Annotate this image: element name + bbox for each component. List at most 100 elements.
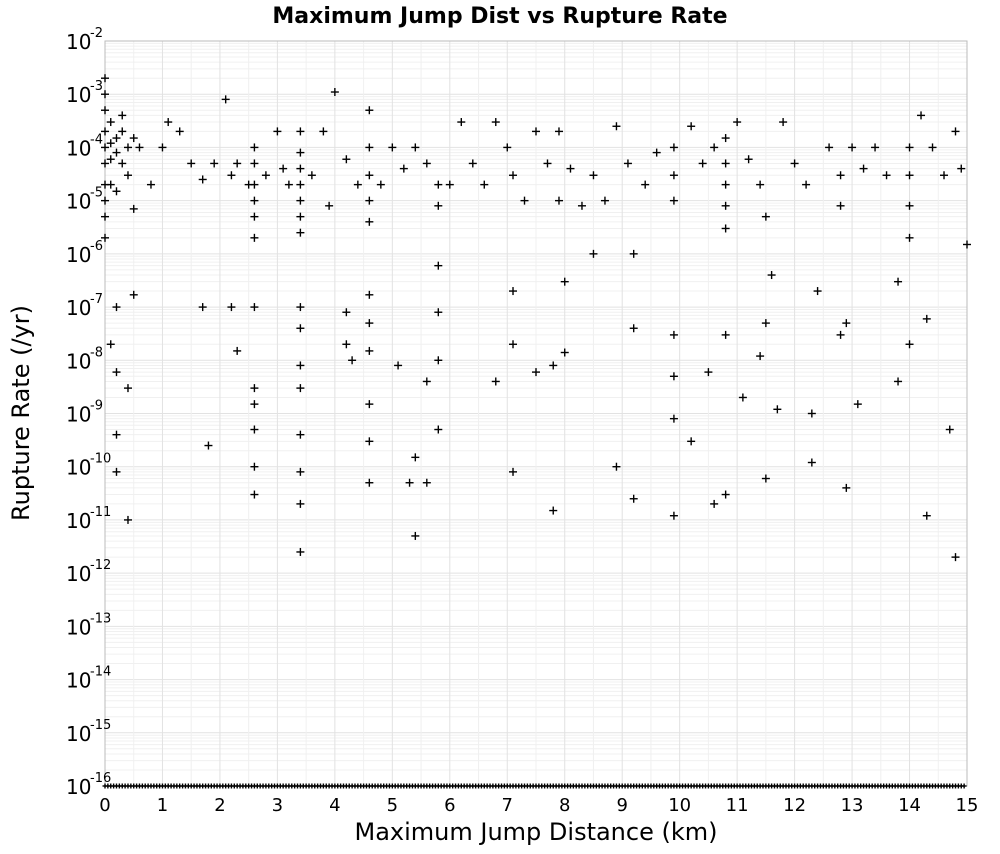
x-tick-label: 4: [329, 795, 340, 816]
y-tick-base: 10: [66, 775, 91, 799]
data-point: [342, 340, 351, 349]
data-point: [123, 515, 132, 524]
data-point: [296, 384, 305, 393]
data-point: [434, 308, 443, 317]
data-point: [721, 180, 730, 189]
y-axis-label: Rupture Rate (/yr): [7, 305, 35, 521]
data-point: [273, 127, 282, 136]
data-point: [422, 377, 431, 386]
y-tick-base: 10: [66, 722, 91, 746]
y-tick-exponent: -2: [90, 26, 103, 41]
data-point: [928, 143, 937, 152]
data-point: [175, 127, 184, 136]
data-point: [123, 384, 132, 393]
data-point: [761, 212, 770, 221]
data-point: [669, 414, 678, 423]
data-point: [325, 201, 334, 210]
data-point: [842, 483, 851, 492]
data-point: [945, 425, 954, 434]
data-point: [250, 159, 259, 168]
data-point: [641, 180, 650, 189]
data-point: [365, 346, 374, 355]
y-tick-base: 10: [66, 456, 91, 480]
data-point: [957, 164, 966, 173]
x-tick-label: 14: [898, 795, 921, 816]
data-point: [629, 324, 638, 333]
data-point: [365, 437, 374, 446]
data-point: [261, 171, 270, 180]
data-point: [233, 346, 242, 355]
y-tick-exponent: -3: [90, 79, 103, 94]
chart-title: Maximum Jump Dist vs Rupture Rate: [272, 4, 727, 29]
data-point: [112, 148, 121, 157]
y-tick-exponent: -14: [90, 665, 111, 680]
data-point: [589, 171, 598, 180]
data-point: [411, 531, 420, 540]
y-tick-base: 10: [66, 615, 91, 639]
y-tick-label: 10-15: [66, 718, 111, 746]
data-point: [146, 180, 155, 189]
data-point: [704, 368, 713, 377]
data-point: [250, 490, 259, 499]
data-point: [250, 233, 259, 242]
data-point: [951, 553, 960, 562]
data-point: [342, 155, 351, 164]
y-tick-exponent: -9: [90, 399, 103, 414]
data-point: [577, 201, 586, 210]
data-point: [669, 330, 678, 339]
y-tick-exponent: -16: [90, 771, 111, 786]
x-tick-label: 2: [214, 795, 225, 816]
y-tick-exponent: -13: [90, 611, 111, 626]
y-tick-label: 10-16: [66, 771, 111, 799]
data-point: [250, 303, 259, 312]
data-point: [112, 467, 121, 476]
data-point: [118, 127, 127, 136]
data-point: [296, 499, 305, 508]
data-point: [807, 409, 816, 418]
y-tick-base: 10: [66, 669, 91, 693]
data-point: [129, 290, 138, 299]
data-point: [296, 228, 305, 237]
data-point: [698, 159, 707, 168]
data-point: [721, 224, 730, 233]
data-point: [917, 111, 926, 120]
data-point: [756, 352, 765, 361]
data-point: [405, 478, 414, 487]
data-point: [721, 490, 730, 499]
y-tick-base: 10: [66, 349, 91, 373]
data-point: [549, 361, 558, 370]
data-point: [101, 90, 109, 99]
y-tick-label: 10-3: [66, 79, 103, 107]
data-point: [940, 171, 949, 180]
x-axis-label: Maximum Jump Distance (km): [355, 818, 718, 846]
data-point: [296, 324, 305, 333]
data-point: [250, 384, 259, 393]
data-point: [445, 180, 454, 189]
data-point: [652, 148, 661, 157]
data-point: [802, 180, 811, 189]
data-point: [491, 377, 500, 386]
data-point: [365, 319, 374, 328]
data-point: [836, 330, 845, 339]
data-point: [503, 143, 512, 152]
data-point: [394, 361, 403, 370]
y-tick-label: 10-10: [66, 452, 111, 480]
data-point: [227, 171, 236, 180]
data-point: [250, 425, 259, 434]
data-point: [894, 377, 903, 386]
data-point: [399, 164, 408, 173]
y-tick-label: 10-12: [66, 558, 111, 586]
data-point: [790, 159, 799, 168]
x-tick-label: 12: [783, 795, 806, 816]
data-point: [101, 127, 109, 136]
data-point: [279, 164, 288, 173]
data-point: [101, 233, 109, 242]
y-tick-label: 10-6: [66, 239, 103, 267]
data-point: [319, 127, 328, 136]
data-point: [509, 340, 518, 349]
y-tick-base: 10: [66, 562, 91, 586]
data-point: [905, 143, 914, 152]
data-point: [198, 303, 207, 312]
data-point: [106, 180, 115, 189]
